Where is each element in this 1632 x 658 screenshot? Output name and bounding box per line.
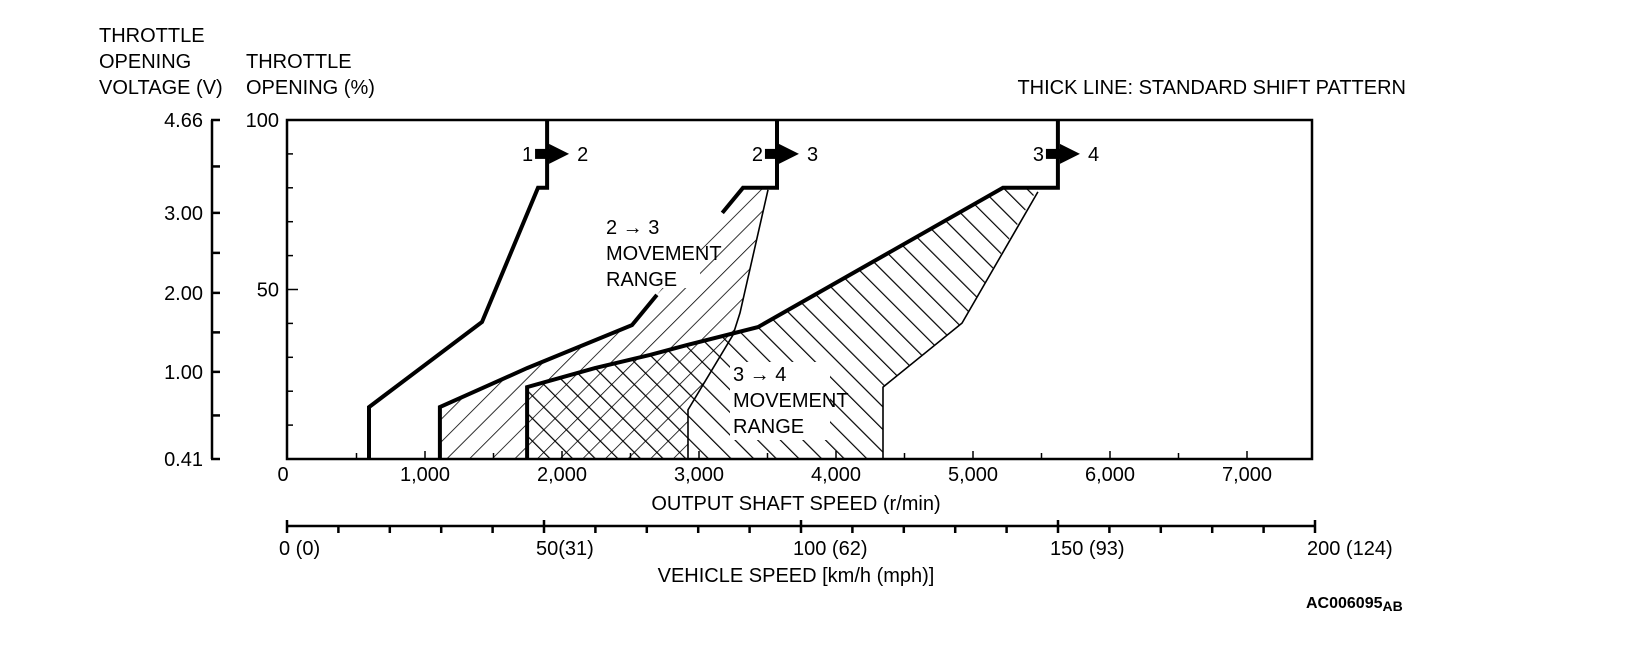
shift-from-gear-label: 1 bbox=[522, 144, 533, 166]
throttle-axis-title-line-2: OPENING (%) bbox=[246, 77, 375, 99]
throttle-axis-title-line-1: THROTTLE bbox=[246, 51, 352, 73]
shift-arrow-shaft bbox=[535, 148, 552, 159]
voltage-axis-title-line-2: OPENING bbox=[99, 51, 191, 73]
shift-line-1-2 bbox=[367, 120, 550, 459]
rpm-tick-label: 6,000 bbox=[1085, 464, 1135, 486]
range-3-4-label-line-1: 3 → 4 bbox=[733, 364, 786, 386]
range-2-3-label-line-1: 2 → 3 bbox=[606, 217, 659, 239]
movement-range-3-4-boundary bbox=[882, 191, 1039, 459]
range-2-3-label-line-3: RANGE bbox=[606, 269, 677, 291]
movement-range-3-4-area bbox=[527, 187, 1038, 460]
chart-legend-note: THICK LINE: STANDARD SHIFT PATTERN bbox=[1017, 77, 1406, 99]
range-2-3-label-background bbox=[602, 208, 700, 288]
shift-arrow-shaft bbox=[764, 148, 781, 159]
rpm-axis-title: OUTPUT SHAFT SPEED (r/min) bbox=[651, 493, 940, 515]
range-3-4-label-background bbox=[730, 362, 830, 440]
vehicle-speed-tick-label: 150 (93) bbox=[1050, 538, 1125, 560]
vehicle-speed-tick-label: 200 (124) bbox=[1307, 538, 1393, 560]
voltage-tick-label: 4.66 bbox=[164, 110, 203, 132]
vehicle-axis-title: VEHICLE SPEED [km/h (mph)] bbox=[658, 565, 935, 587]
shift-line-2-3 bbox=[437, 293, 659, 459]
voltage-tick-label: 2.00 bbox=[164, 283, 203, 305]
shift-arrow-icon bbox=[549, 143, 570, 164]
rpm-tick-label: 2,000 bbox=[537, 464, 587, 486]
range-3-4-label-line-3: RANGE bbox=[733, 416, 804, 438]
vehicle-speed-tick-label: 0 (0) bbox=[279, 538, 320, 560]
shift-arrow-shaft bbox=[1045, 148, 1062, 159]
voltage-tick-label: 1.00 bbox=[164, 362, 203, 384]
rpm-tick-label: 3,000 bbox=[674, 464, 724, 486]
shift-arrow-icon bbox=[1059, 143, 1080, 164]
shift-to-gear-label: 3 bbox=[807, 144, 818, 166]
voltage-axis-title-line-1: THROTTLE bbox=[99, 25, 205, 47]
rpm-tick-label: 1,000 bbox=[400, 464, 450, 486]
rpm-tick-label: 4,000 bbox=[811, 464, 861, 486]
range-2-3-label-line-2: MOVEMENT bbox=[606, 243, 722, 265]
shift-line-3-4 bbox=[525, 120, 1060, 459]
shift-to-gear-label: 4 bbox=[1088, 144, 1099, 166]
throttle-tick-label: 100 bbox=[246, 110, 279, 132]
shift-to-gear-label: 2 bbox=[577, 144, 588, 166]
voltage-axis-title-line-3: VOLTAGE (V) bbox=[99, 77, 223, 99]
rpm-tick-label: 0 bbox=[277, 464, 288, 486]
voltage-tick-label: 0.41 bbox=[164, 449, 203, 471]
range-3-4-label-line-2: MOVEMENT bbox=[733, 390, 849, 412]
voltage-tick-label: 3.00 bbox=[164, 203, 203, 225]
shift-arrow-icon bbox=[778, 143, 799, 164]
vehicle-speed-tick-label: 50(31) bbox=[536, 538, 594, 560]
rpm-tick-label: 7,000 bbox=[1222, 464, 1272, 486]
figure-id: AC006095AB bbox=[1306, 595, 1403, 614]
throttle-tick-label: 50 bbox=[257, 280, 279, 302]
shift-from-gear-label: 3 bbox=[1033, 144, 1044, 166]
vehicle-speed-tick-label: 100 (62) bbox=[793, 538, 868, 560]
shift-from-gear-label: 2 bbox=[752, 144, 763, 166]
rpm-tick-label: 5,000 bbox=[948, 464, 998, 486]
